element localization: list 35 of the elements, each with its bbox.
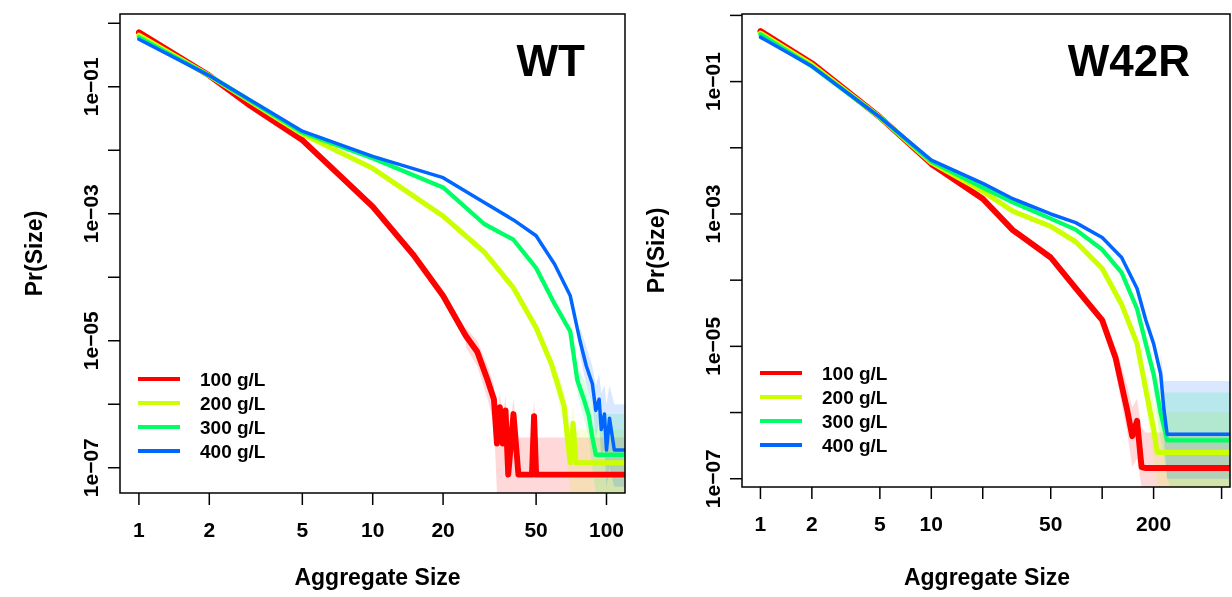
x-tick-label: 100 [588, 518, 625, 541]
x-tick-label: 10 [361, 518, 385, 541]
legend-label: 300 g/L [822, 411, 888, 432]
x-axis-title: Aggregate Size [294, 564, 461, 590]
x-axis-title: Aggregate Size [903, 564, 1071, 590]
y-tick-label: 1e−01 [79, 56, 102, 117]
y-tick-label: 1e−07 [79, 438, 102, 498]
y-tick-label: 1e−01 [701, 51, 724, 112]
legend-label: 100 g/L [200, 369, 266, 390]
y-axis-title: Pr(Size) [643, 207, 669, 294]
legend-label: 200 g/L [822, 387, 888, 408]
legend-label: 100 g/L [822, 363, 888, 384]
x-tick-label: 2 [203, 518, 216, 541]
y-tick-label: 1e−03 [79, 184, 102, 244]
x-tick-label: 10 [919, 512, 943, 535]
y-tick-label: 1e−07 [701, 449, 724, 509]
x-tick-label: 1 [754, 512, 767, 535]
legend-label: 400 g/L [822, 435, 888, 456]
y-tick-label: 1e−03 [701, 184, 724, 244]
x-tick-label: 50 [1039, 512, 1063, 535]
text: WT [516, 36, 586, 85]
legend-label: 200 g/L [200, 393, 266, 414]
legend-label: 400 g/L [200, 441, 266, 462]
text: W42R [1067, 36, 1190, 85]
x-tick-label: 5 [296, 518, 309, 541]
x-tick-label: 1 [133, 518, 146, 541]
y-axis-title: Pr(Size) [21, 210, 47, 297]
x-tick-label: 20 [431, 518, 455, 541]
y-tick-label: 1e−05 [79, 310, 102, 371]
x-tick-label: 2 [806, 512, 818, 535]
legend-label: 300 g/L [200, 417, 266, 438]
x-tick-label: 5 [874, 512, 887, 535]
y-tick-label: 1e−05 [701, 316, 724, 376]
x-tick-label: 50 [524, 518, 548, 541]
x-tick-label: 200 [1136, 512, 1172, 535]
